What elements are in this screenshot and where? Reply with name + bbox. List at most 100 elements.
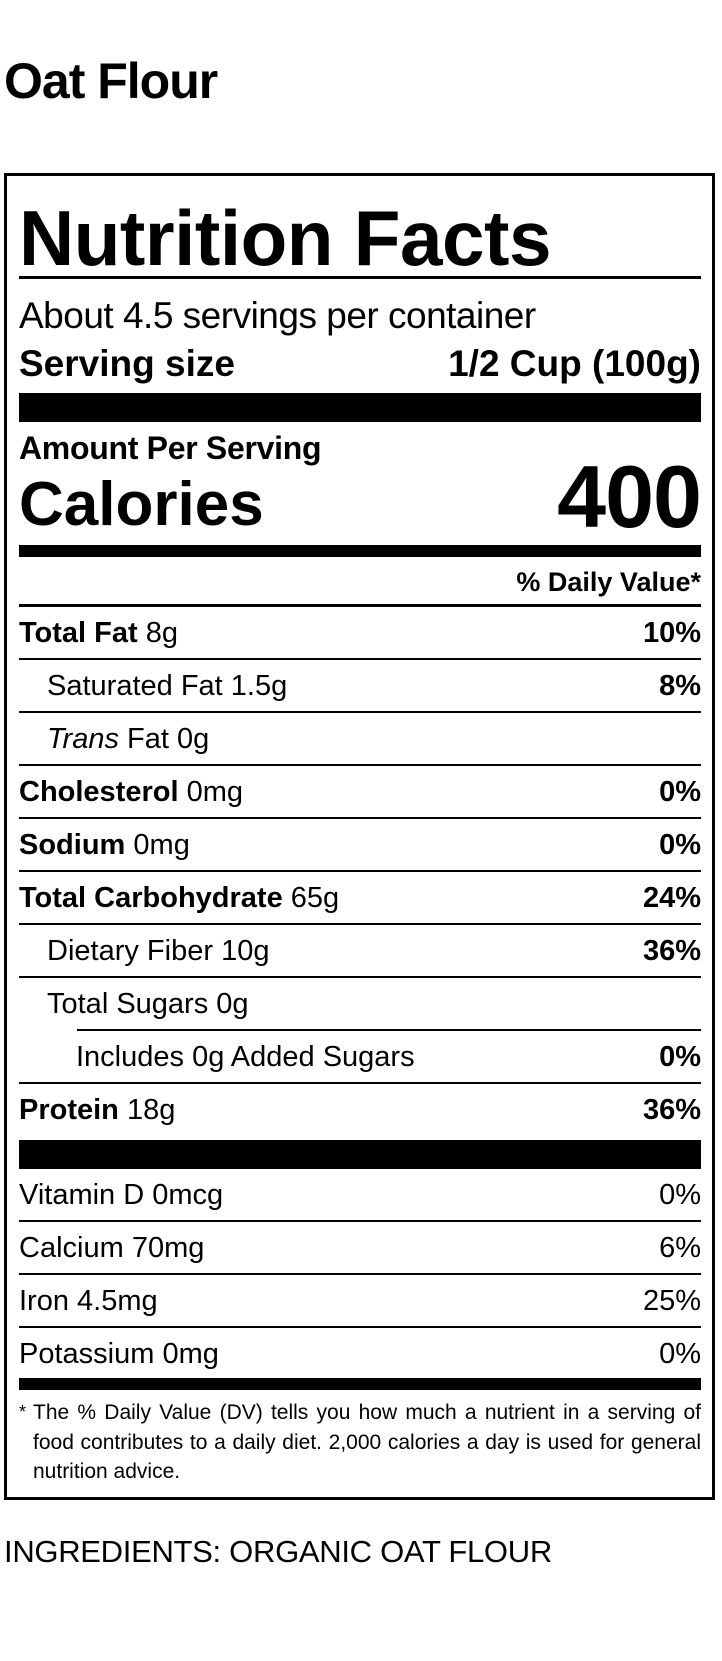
divider: [19, 658, 701, 660]
vitamin-amount: 70mg: [131, 1232, 205, 1264]
nutrient-row: Total Carbohydrate 65g 24%: [19, 872, 701, 925]
nutrient-amount: 0g: [177, 723, 210, 755]
servings-per-container: About 4.5 servings per container: [19, 295, 536, 336]
nutrient-amount: 0g: [216, 988, 249, 1020]
vitamin-row: Potassium 0mg 0%: [19, 1328, 701, 1381]
vitamin-label: Vitamin D 0mcg: [19, 1179, 223, 1212]
nutrient-label: Sodium 0mg: [19, 829, 190, 862]
vitamin-label: Iron 4.5mg: [19, 1285, 158, 1318]
divider: [19, 1273, 701, 1275]
vitamin-name: Potassium: [19, 1338, 155, 1370]
medium-divider: [19, 545, 701, 557]
divider: [19, 1326, 701, 1328]
nutrient-row: Protein 18g 36%: [19, 1084, 701, 1137]
nutrient-daily-value: 8%: [659, 670, 701, 702]
vitamin-label: Potassium 0mg: [19, 1338, 219, 1371]
nutrient-amount: 1.5g: [230, 670, 288, 702]
nutrient-row: Cholesterol 0mg 0%: [19, 766, 701, 819]
nutrient-name: Total Sugars: [47, 988, 209, 1020]
divider: [19, 1082, 701, 1084]
medium-divider: [19, 1378, 701, 1390]
nutrient-daily-value: 36%: [642, 1094, 701, 1126]
divider: [19, 870, 701, 872]
nutrient-name: Protein: [19, 1094, 119, 1126]
serving-size-value: 1/2 Cup (100g): [448, 343, 701, 384]
nutrient-row: Total Fat 8g 10%: [19, 607, 701, 660]
nutrient-daily-value: 10%: [642, 617, 701, 649]
vitamin-name: Calcium: [19, 1232, 124, 1264]
vitamin-label: Calcium 70mg: [19, 1232, 204, 1265]
vitamin-daily-value: 25%: [642, 1285, 701, 1317]
product-title: Oat Flour: [4, 53, 218, 109]
nutrient-name: Saturated Fat: [47, 670, 223, 702]
nutrition-facts-heading: Nutrition Facts: [19, 194, 551, 282]
thick-divider: [19, 393, 701, 422]
vitamin-amount: 0mg: [162, 1338, 219, 1370]
nutrient-name: Cholesterol: [19, 776, 179, 808]
divider: [19, 923, 701, 925]
divider: [19, 764, 701, 766]
nutrient-name: Total Carbohydrate: [19, 882, 283, 914]
divider: [19, 817, 701, 819]
nutrient-name: Total Fat: [19, 617, 138, 649]
nutrient-name: Dietary Fiber: [47, 935, 213, 967]
nutrient-label: Total Fat 8g: [19, 617, 178, 650]
nutrient-row: Trans Fat 0g: [19, 713, 701, 766]
vitamin-amount: 4.5mg: [77, 1285, 158, 1317]
nutrient-amount: 10g: [221, 935, 270, 967]
divider: [77, 1029, 701, 1031]
vitamin-daily-value: 0%: [659, 1338, 701, 1370]
calories-value: 400: [557, 447, 702, 546]
nutrient-row: Includes 0g Added Sugars 0%: [19, 1031, 701, 1084]
serving-size-label: Serving size: [19, 343, 235, 384]
nutrient-daily-value: 0%: [659, 776, 701, 808]
nutrient-daily-value: 0%: [659, 1041, 701, 1073]
nutrient-row: Sodium 0mg 0%: [19, 819, 701, 872]
amount-per-serving: Amount Per Serving: [19, 430, 322, 466]
vitamin-daily-value: 6%: [659, 1232, 701, 1264]
footnote: * The % Daily Value (DV) tells you how m…: [19, 1398, 701, 1487]
divider: [19, 1220, 701, 1222]
vitamin-name: Vitamin D: [19, 1179, 145, 1211]
nutrient-label: Saturated Fat 1.5g: [19, 670, 287, 703]
divider: [19, 711, 701, 713]
nutrient-label: Cholesterol 0mg: [19, 776, 243, 809]
vitamin-row: Calcium 70mg 6%: [19, 1222, 701, 1275]
nutrition-facts-panel: [4, 173, 715, 1500]
nutrient-amount: 0mg: [186, 776, 244, 808]
footnote-marker: *: [19, 1402, 27, 1422]
nutrient-amount: 18g: [126, 1094, 176, 1126]
thick-divider: [19, 1140, 701, 1169]
nutrient-daily-value: 36%: [642, 935, 701, 967]
nutrient-amount: 65g: [290, 882, 340, 914]
vitamin-daily-value: 0%: [659, 1179, 701, 1211]
nutrient-daily-value: 0%: [659, 829, 701, 861]
nutrient-name-suffix: Fat: [127, 723, 169, 755]
vitamin-row: Vitamin D 0mcg 0%: [19, 1169, 701, 1222]
nutrient-label: Includes 0g Added Sugars: [19, 1041, 415, 1074]
nutrient-label: Protein 18g: [19, 1094, 175, 1127]
nutrient-daily-value: 24%: [642, 882, 701, 914]
nutrient-label: Trans Fat 0g: [19, 723, 209, 756]
nutrient-row: Saturated Fat 1.5g 8%: [19, 660, 701, 713]
nutrient-name: Sodium: [19, 829, 126, 861]
nutrient-amount: 0mg: [133, 829, 190, 861]
calories-label: Calories: [19, 470, 264, 539]
vitamin-name: Iron: [19, 1285, 69, 1317]
nutrient-name: Trans: [47, 723, 119, 755]
daily-value-header: % Daily Value*: [516, 567, 701, 597]
divider: [19, 276, 701, 279]
nutrient-label: Total Carbohydrate 65g: [19, 882, 339, 915]
nutrient-amount: 8g: [145, 617, 179, 649]
vitamin-amount: 0mcg: [152, 1179, 224, 1211]
divider: [19, 604, 701, 607]
nutrient-name: Includes 0g Added Sugars: [76, 1041, 415, 1073]
ingredients: INGREDIENTS: ORGANIC OAT FLOUR: [4, 1534, 552, 1569]
nutrient-label: Dietary Fiber 10g: [19, 935, 269, 968]
nutrient-row: Total Sugars 0g: [19, 978, 701, 1031]
nutrient-row: Dietary Fiber 10g 36%: [19, 925, 701, 978]
vitamin-row: Iron 4.5mg 25%: [19, 1275, 701, 1328]
nutrient-label: Total Sugars 0g: [19, 988, 249, 1021]
footnote-text: The % Daily Value (DV) tells you how muc…: [33, 1401, 701, 1483]
divider: [19, 976, 701, 978]
